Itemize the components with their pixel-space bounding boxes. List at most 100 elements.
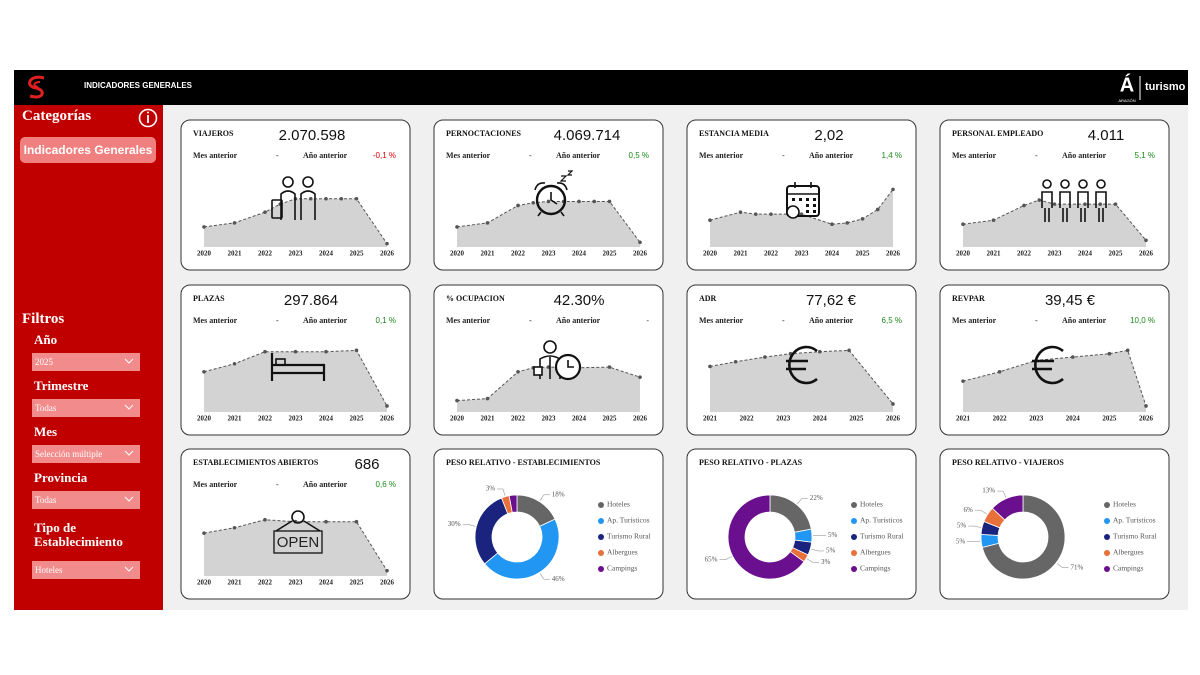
point — [753, 212, 758, 216]
point — [232, 525, 237, 530]
x-tick-label: 2026 — [380, 250, 395, 258]
prev-year-label: Año anterior — [809, 316, 854, 325]
x-tick-label: 2023 — [289, 415, 304, 423]
prev-month: - — [1035, 316, 1038, 325]
card: ESTABLECIMIENTOS ABIERTOS 2020 2021 2022 202… — [180, 448, 411, 600]
category-button[interactable]: Indicadores Generales — [20, 137, 156, 163]
legend-marker — [1104, 566, 1110, 572]
area — [204, 198, 387, 247]
point — [1125, 348, 1130, 353]
card: PLAZAS 2020 2021 2022 2023 2024 2025 2026 297.86… — [180, 284, 411, 436]
legend-label: Campings — [1113, 564, 1143, 573]
x-tick-label: 2020 — [956, 250, 971, 258]
legend-label: Ap. Turísticos — [1113, 516, 1156, 525]
legend-label: Hoteles — [1113, 500, 1136, 509]
prev-year: 1,4 % — [882, 151, 902, 160]
point — [531, 200, 536, 205]
dropdown[interactable]: Todas — [32, 399, 140, 417]
x-tick-label: 2021 — [481, 250, 496, 258]
prev-year: - — [646, 316, 649, 325]
icon-text: OPEN — [277, 534, 320, 551]
card: VIAJEROS 2020 2021 2022 2023 2024 2025 2026 2.07… — [180, 119, 411, 271]
point — [202, 225, 206, 229]
legend-marker — [851, 534, 857, 540]
data-label: 5% — [956, 537, 966, 545]
leader-line — [1056, 563, 1063, 568]
leader-line — [980, 509, 987, 515]
x-tick-label: 2024 — [1078, 250, 1093, 258]
legend-marker — [598, 534, 604, 540]
prev-month: - — [276, 316, 279, 325]
icon — [291, 510, 305, 524]
point — [485, 396, 490, 401]
dropdown[interactable]: Selección múltiple — [32, 445, 140, 463]
card: % OCUPACION 2020 2021 2022 2023 2024 2025 2026 4… — [433, 284, 664, 436]
point — [738, 210, 743, 214]
kpi-value: 77,62 € — [806, 292, 857, 309]
point — [232, 361, 237, 366]
dropdown[interactable]: 2025 — [32, 353, 140, 371]
dropdown[interactable]: Todas — [32, 491, 140, 509]
x-tick-label: 2023 — [1029, 415, 1044, 423]
kpi-value: 39,45 € — [1045, 292, 1096, 309]
point — [385, 568, 389, 573]
point — [997, 370, 1002, 374]
info-icon[interactable] — [138, 108, 158, 128]
data-label: 6% — [963, 506, 973, 514]
x-tick-label: 2021 — [481, 415, 496, 423]
point — [385, 241, 389, 246]
icon — [1059, 191, 1071, 222]
prev-month: - — [529, 316, 532, 325]
filter-label: Trimestre — [34, 378, 89, 393]
icon — [792, 198, 795, 201]
card: REVPAR 2021 2022 2023 2024 2025 2026 39,45 € Mes… — [939, 284, 1170, 436]
categories-title: Categorías — [22, 108, 92, 124]
data-label: 71% — [1071, 563, 1084, 571]
point — [354, 196, 359, 201]
x-tick-label: 2025 — [350, 250, 365, 258]
point — [638, 240, 642, 245]
brand: turismo — [1145, 81, 1186, 93]
card-bg — [686, 119, 917, 271]
card-title: % OCUPACION — [446, 294, 505, 303]
prev-month: - — [529, 151, 532, 160]
logo — [28, 75, 45, 99]
icon — [273, 530, 323, 554]
filter-label: Provincia — [34, 470, 88, 485]
legend-label: Albergues — [607, 548, 638, 557]
point — [577, 199, 581, 204]
point — [638, 375, 642, 379]
kpi-value: 4.011 — [1088, 127, 1124, 144]
x-tick-label: 2023 — [542, 250, 557, 258]
x-tick-label: 2024 — [319, 415, 334, 423]
point — [202, 370, 206, 374]
legend-label: Ap. Turísticos — [860, 516, 903, 525]
prev-year-label: Año anterior — [1062, 151, 1107, 160]
x-tick-label: 2025 — [1102, 415, 1117, 423]
x-tick-label: 2020 — [197, 579, 212, 587]
prev-year-label: Año anterior — [556, 151, 601, 160]
point — [769, 212, 773, 216]
icon — [813, 204, 816, 207]
legend-label: Albergues — [860, 548, 891, 557]
prev-year-label: Año anterior — [303, 480, 348, 489]
x-tick-label: 2024 — [572, 415, 587, 423]
dropdown[interactable]: Hoteles — [32, 561, 140, 579]
prev-month-label: Mes anterior — [952, 151, 997, 160]
point — [324, 519, 328, 524]
legend-marker — [851, 518, 857, 524]
x-tick-label: 2023 — [289, 579, 304, 587]
x-tick-label: 2026 — [633, 415, 648, 423]
point — [1052, 202, 1057, 206]
x-tick-label: 2026 — [380, 579, 395, 587]
point — [308, 196, 313, 201]
x-tick-label: 2024 — [319, 250, 334, 258]
point — [516, 370, 520, 374]
chevron — [124, 496, 134, 502]
point — [516, 203, 520, 208]
legend-marker — [598, 566, 604, 572]
point — [860, 217, 865, 221]
x-tick-label: 2021 — [987, 250, 1002, 258]
x-tick-label: 2024 — [319, 579, 334, 587]
kpi-value: 297.864 — [284, 292, 338, 309]
